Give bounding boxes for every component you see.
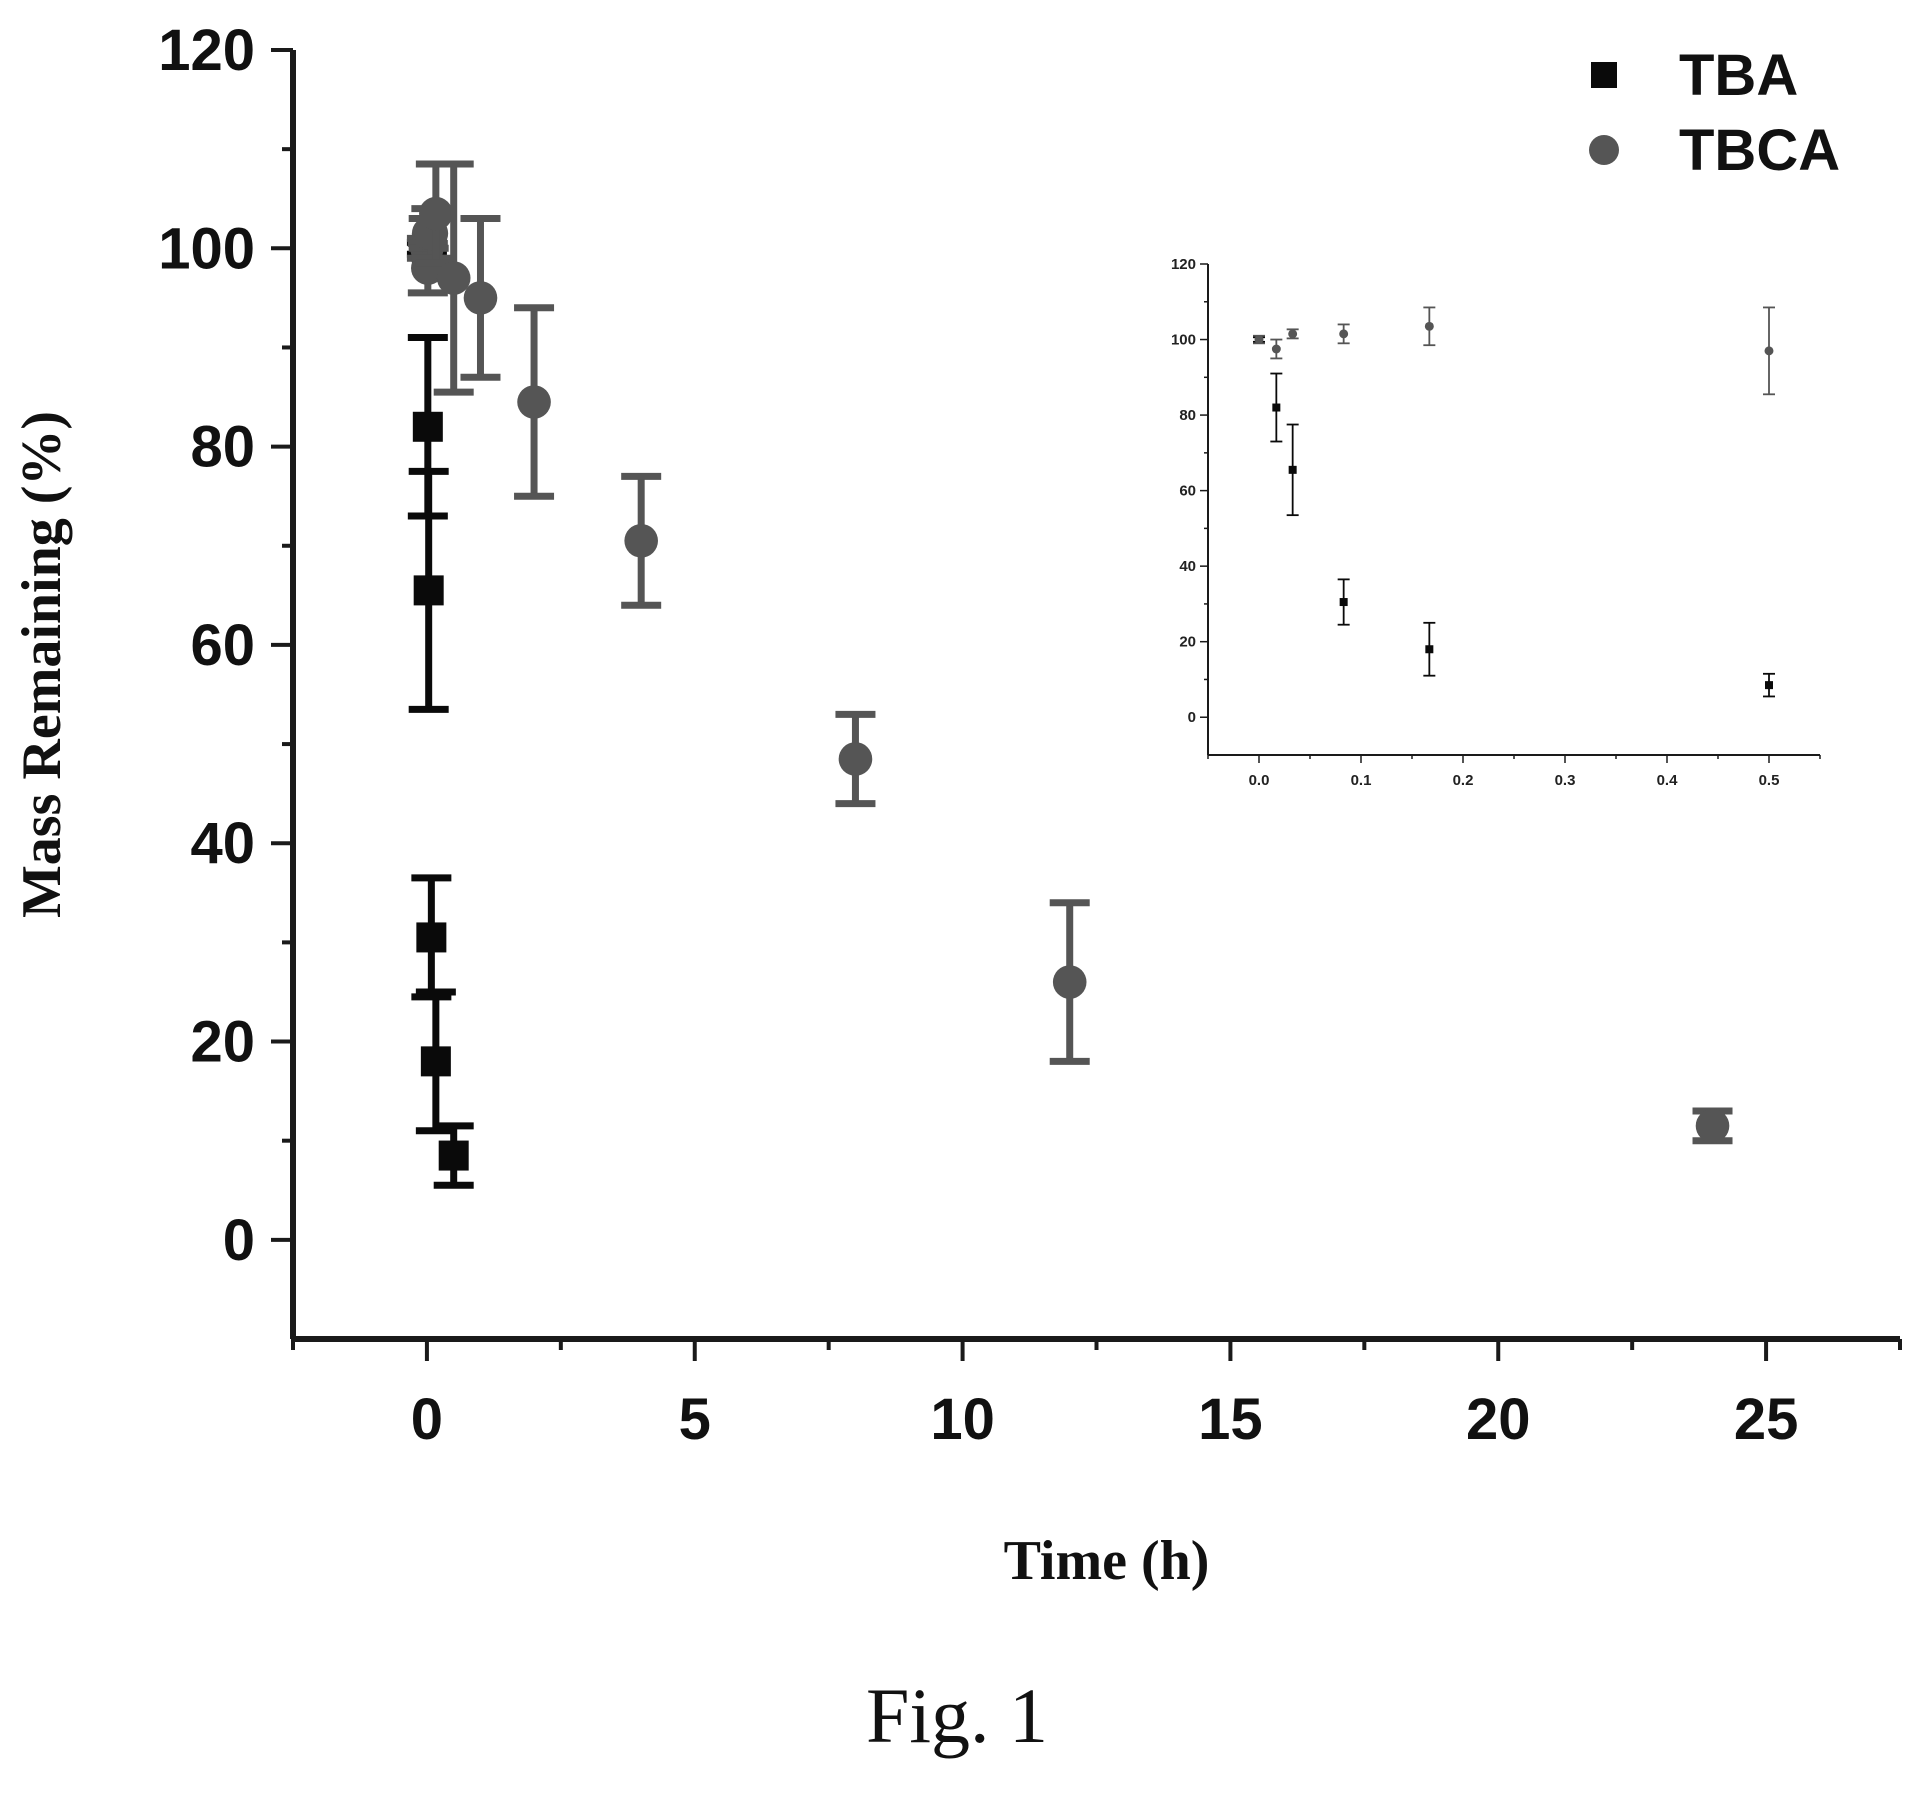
legend-label-tbca: TBCA [1679, 118, 1840, 183]
inset-point-tbca [1254, 335, 1264, 345]
main-point-tbca [1052, 965, 1087, 999]
main-y-tick-label: 80 [190, 415, 255, 480]
inset-y-tick-label: 100 [1171, 332, 1196, 349]
inset-point-tba [1765, 681, 1773, 690]
inset-point-tbca [1424, 321, 1434, 331]
main-point-tbca [1695, 1109, 1730, 1143]
main-point-tba [438, 1140, 469, 1171]
main-x-tick-label: 5 [679, 1387, 711, 1452]
inset-point-tba [1339, 598, 1348, 607]
main-y-tick-label: 100 [158, 216, 255, 281]
main-chart: 0 20 40 60 80 100 120 0 5 10 15 20 25 Time (h) Mass Re… [11, 18, 1902, 1592]
inset-y-tick-label: 20 [1179, 634, 1196, 651]
legend-marker-tbca [1589, 135, 1619, 165]
inset-point-tbca [1764, 346, 1774, 356]
main-y-tick-label: 0 [223, 1208, 255, 1273]
main-point-tbca [436, 261, 471, 295]
main-x-tick-label: 10 [930, 1387, 995, 1452]
inset-x-tick-label: 0.0 [1249, 772, 1270, 789]
main-x-axis-title: Time (h) [1004, 1530, 1210, 1592]
inset-point-tba [1272, 403, 1281, 412]
main-point-tba [416, 922, 447, 953]
main-point-tba [412, 411, 443, 442]
main-x-tick-label: 0 [411, 1387, 443, 1452]
inset-point-tba [1425, 645, 1434, 654]
figure-caption: Fig. 1 [866, 1672, 1048, 1759]
inset-y-tick-label: 40 [1179, 558, 1196, 575]
main-y-tick-label: 40 [190, 811, 255, 876]
main-point-tbca [838, 742, 873, 776]
main-x-tick-label: 20 [1466, 1387, 1531, 1452]
main-y-axis-title: Mass Remaining (%) [11, 411, 73, 918]
main-point-tba [413, 575, 444, 606]
main-point-tbca [419, 196, 453, 231]
inset-point-tbca [1288, 329, 1298, 339]
inset-chart: 0 20 40 60 80 100 120 0.0 0.1 0.2 0.3 0.4 0.5 [1171, 256, 1821, 789]
inset-point-tbca [1271, 344, 1281, 354]
legend-label-tba: TBA [1679, 43, 1798, 108]
inset-x-tick-label: 0.5 [1759, 772, 1780, 789]
legend-marker-tba [1591, 62, 1617, 88]
main-y-tick-label: 60 [190, 613, 255, 678]
inset-point-tbca [1339, 329, 1349, 339]
inset-y-tick-label: 60 [1179, 483, 1196, 500]
main-x-tick-label: 15 [1198, 1387, 1263, 1452]
main-y-tick-label: 120 [158, 18, 255, 83]
main-x-tick-label: 25 [1734, 1387, 1799, 1452]
inset-x-tick-label: 0.4 [1657, 772, 1679, 789]
inset-y-tick-label: 0 [1188, 709, 1196, 726]
inset-x-tick-label: 0.2 [1453, 772, 1474, 789]
main-point-tba [420, 1046, 451, 1077]
main-point-tbca [624, 524, 658, 558]
main-point-tbca [463, 281, 498, 315]
main-point-tbca [517, 385, 551, 419]
inset-x-tick-label: 0.3 [1555, 772, 1576, 789]
inset-y-tick-label: 120 [1171, 256, 1196, 273]
inset-x-tick-label: 0.1 [1351, 772, 1372, 789]
inset-point-tba [1288, 465, 1297, 474]
main-y-tick-label: 20 [190, 1010, 255, 1075]
inset-y-tick-label: 80 [1179, 407, 1196, 424]
